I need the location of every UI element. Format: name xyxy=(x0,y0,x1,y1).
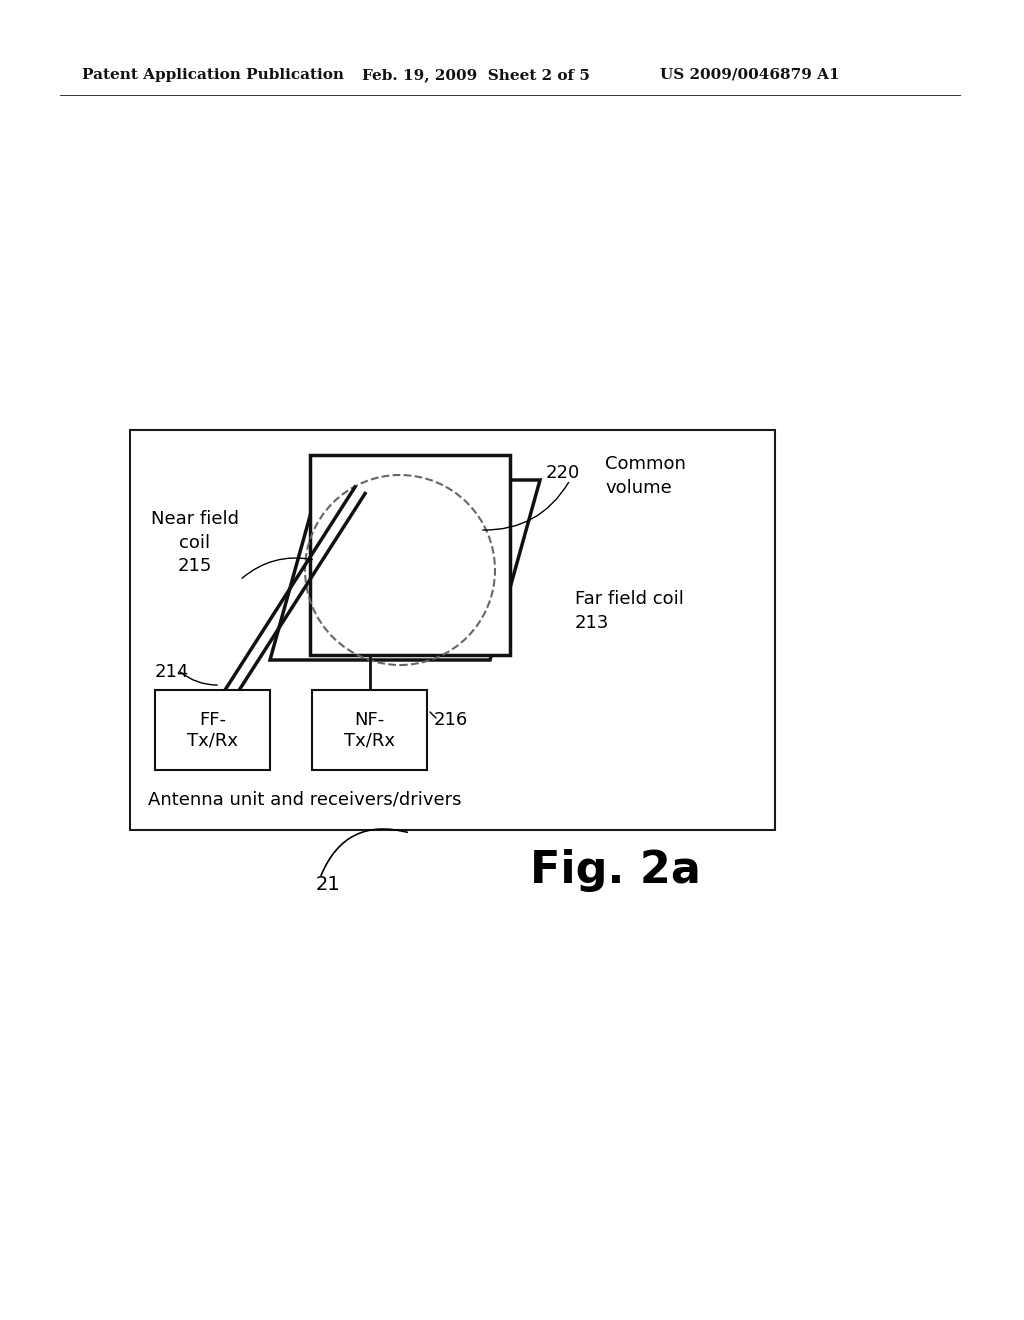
Text: Feb. 19, 2009  Sheet 2 of 5: Feb. 19, 2009 Sheet 2 of 5 xyxy=(362,69,590,82)
Text: 216: 216 xyxy=(434,711,468,729)
Text: US 2009/0046879 A1: US 2009/0046879 A1 xyxy=(660,69,840,82)
Text: Far field coil
213: Far field coil 213 xyxy=(575,590,684,631)
Text: 21: 21 xyxy=(315,875,340,895)
Polygon shape xyxy=(270,480,540,660)
Bar xyxy=(310,455,510,655)
Text: FF-
Tx/Rx: FF- Tx/Rx xyxy=(187,710,238,750)
Text: NF-
Tx/Rx: NF- Tx/Rx xyxy=(344,710,395,750)
Text: Near field
coil
215: Near field coil 215 xyxy=(151,510,239,576)
Text: Common
volume: Common volume xyxy=(605,455,686,496)
Text: Patent Application Publication: Patent Application Publication xyxy=(82,69,344,82)
Text: 220: 220 xyxy=(546,465,581,482)
Text: Antenna unit and receivers/drivers: Antenna unit and receivers/drivers xyxy=(148,791,462,809)
Text: Fig. 2a: Fig. 2a xyxy=(530,849,700,891)
Bar xyxy=(130,430,775,830)
Text: 214: 214 xyxy=(155,663,189,681)
Bar xyxy=(155,690,270,770)
Bar xyxy=(312,690,427,770)
